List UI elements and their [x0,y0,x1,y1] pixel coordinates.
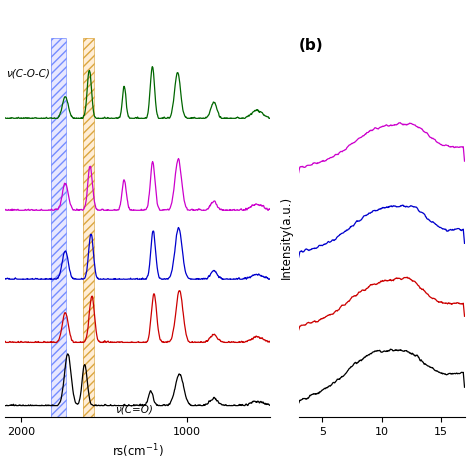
Bar [51,38,66,417]
Bar [51,38,66,417]
Bar [83,38,94,417]
Text: (b): (b) [299,38,323,53]
Bar [83,38,94,417]
Y-axis label: Intensity(a.u.): Intensity(a.u.) [280,195,293,279]
Text: ν(C=O): ν(C=O) [115,405,153,415]
Bar [51,38,66,417]
X-axis label: rs(cm$^{-1}$): rs(cm$^{-1}$) [112,442,163,460]
Text: ν(C-O-C): ν(C-O-C) [7,68,50,78]
Bar [83,38,94,417]
